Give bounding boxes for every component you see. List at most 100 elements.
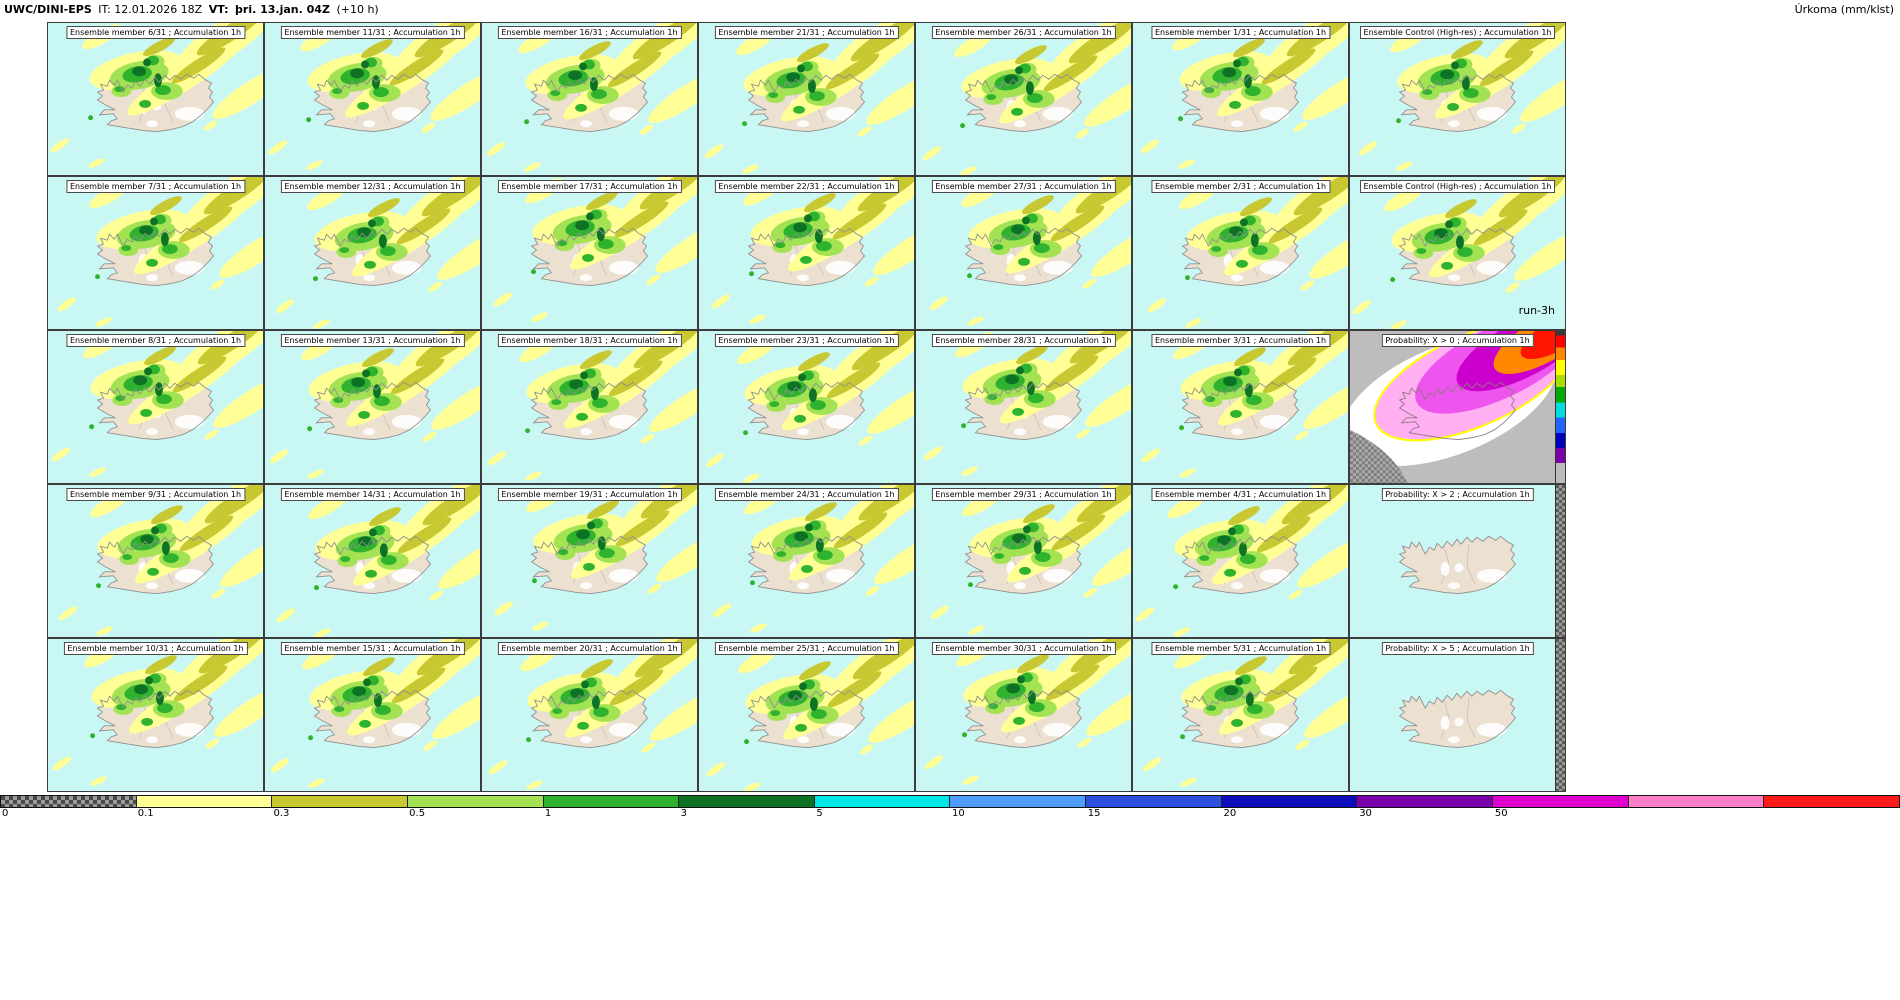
map-image: [482, 639, 697, 791]
map-image: [1133, 639, 1348, 791]
valid-time: þri. 13.jan. 04Z: [235, 3, 330, 16]
panel-title: Ensemble member 18/31 ; Accumulation 1h: [497, 334, 682, 347]
map-image: [916, 177, 1131, 329]
panel-title: Probability: X > 0 ; Accumulation 1h: [1381, 334, 1534, 347]
map-panel: Ensemble member 15/31 ; Accumulation 1h: [264, 638, 481, 792]
legend-segment: [679, 796, 815, 807]
map-image: [1133, 331, 1348, 483]
map-panel: Ensemble member 23/31 ; Accumulation 1h: [698, 330, 915, 484]
legend-label: 15: [1087, 808, 1101, 819]
map-panel: Ensemble member 25/31 ; Accumulation 1h: [698, 638, 915, 792]
legend-segment: [1493, 796, 1629, 807]
map-panel: Ensemble member 13/31 ; Accumulation 1h: [264, 330, 481, 484]
map-image: [265, 177, 480, 329]
panel-title: Ensemble member 14/31 ; Accumulation 1h: [280, 488, 465, 501]
map-image: [1133, 177, 1348, 329]
legend-segment: [1357, 796, 1494, 807]
panel-title: Ensemble member 5/31 ; Accumulation 1h: [1150, 642, 1331, 655]
legend: 0 0.1 0.3 0.5 1 3 5 10 15 20 30 50: [0, 795, 1900, 820]
unit-label: Úrkoma (mm/klst): [1794, 3, 1894, 16]
legend-label: 0.3: [273, 808, 290, 819]
panel-title: Ensemble member 21/31 ; Accumulation 1h: [714, 26, 899, 39]
header-info: UWC/DINI-EPS IT: 12.01.2026 18Z VT: þri.…: [4, 3, 382, 16]
panel-title: Ensemble member 4/31 ; Accumulation 1h: [1150, 488, 1331, 501]
legend-label: 10: [952, 808, 965, 819]
map-image: [1350, 331, 1565, 483]
valid-label: VT:: [208, 3, 229, 16]
map-panel: Ensemble member 16/31 ; Accumulation 1h: [481, 22, 698, 176]
panel-title: Ensemble member 29/31 ; Accumulation 1h: [931, 488, 1116, 501]
map-panel: Ensemble member 2/31 ; Accumulation 1h: [1132, 176, 1349, 330]
map-image: [265, 23, 480, 175]
legend-segment: [1764, 796, 1899, 807]
map-panel: Ensemble member 17/31 ; Accumulation 1h: [481, 176, 698, 330]
map-image: [1350, 639, 1565, 791]
map-panel: Ensemble member 21/31 ; Accumulation 1h: [698, 22, 915, 176]
legend-segment: [814, 796, 951, 807]
map-panel: Ensemble member 9/31 ; Accumulation 1h: [47, 484, 264, 638]
panel-title: Ensemble Control (High-res) ; Accumulati…: [1359, 26, 1556, 39]
map-panel: Ensemble member 26/31 ; Accumulation 1h: [915, 22, 1132, 176]
legend-segment: [1628, 796, 1765, 807]
panel-title: Ensemble member 25/31 ; Accumulation 1h: [714, 642, 899, 655]
legend-labels: 0 0.1 0.3 0.5 1 3 5 10 15 20 30 50: [0, 808, 1900, 820]
panel-title: Ensemble member 8/31 ; Accumulation 1h: [65, 334, 246, 347]
map-panel: Ensemble member 24/31 ; Accumulation 1h: [698, 484, 915, 638]
panel-title: Ensemble member 1/31 ; Accumulation 1h: [1150, 26, 1331, 39]
init-time: IT: 12.01.2026 18Z: [98, 3, 203, 16]
map-image: [1133, 485, 1348, 637]
map-panel: Ensemble member 22/31 ; Accumulation 1h: [698, 176, 915, 330]
map-image: [916, 485, 1131, 637]
map-image: [482, 177, 697, 329]
map-panel: Ensemble member 14/31 ; Accumulation 1h: [264, 484, 481, 638]
panel-title: Ensemble member 13/31 ; Accumulation 1h: [280, 334, 465, 347]
map-image: [1350, 177, 1565, 329]
panel-title: Probability: X > 5 ; Accumulation 1h: [1381, 642, 1534, 655]
map-image: [265, 331, 480, 483]
map-image: [699, 23, 914, 175]
panel-title: Ensemble member 17/31 ; Accumulation 1h: [497, 180, 682, 193]
map-image: [48, 331, 263, 483]
map-image: [699, 639, 914, 791]
map-panel: Probability: X > 5 ; Accumulation 1h: [1349, 638, 1566, 792]
map-image: [699, 177, 914, 329]
map-image: [265, 639, 480, 791]
map-image: [699, 331, 914, 483]
run-offset-label: run-3h: [1518, 304, 1555, 317]
map-panel: Ensemble member 7/31 ; Accumulation 1h: [47, 176, 264, 330]
map-image: [48, 177, 263, 329]
panel-title: Ensemble member 20/31 ; Accumulation 1h: [497, 642, 682, 655]
legend-segment: [272, 796, 408, 807]
map-image: [482, 23, 697, 175]
map-panel: Ensemble member 19/31 ; Accumulation 1h: [481, 484, 698, 638]
legend-label: 50: [1494, 808, 1508, 819]
legend-label: 30: [1359, 808, 1372, 819]
map-panel: Ensemble member 4/31 ; Accumulation 1h: [1132, 484, 1349, 638]
model-name: UWC/DINI-EPS: [4, 3, 92, 16]
map-image: [916, 23, 1131, 175]
map-image: [482, 485, 697, 637]
map-image: [48, 485, 263, 637]
legend-label: [1629, 808, 1765, 820]
panel-title: Ensemble member 27/31 ; Accumulation 1h: [931, 180, 1116, 193]
legend-segment: [1221, 796, 1358, 807]
legend-label: 1: [544, 808, 552, 819]
map-panel: Ensemble member 6/31 ; Accumulation 1h: [47, 22, 264, 176]
map-image: [1350, 23, 1565, 175]
map-image: [1133, 23, 1348, 175]
legend-segment: [1086, 796, 1222, 807]
map-panel: Ensemble member 27/31 ; Accumulation 1h: [915, 176, 1132, 330]
map-image: [482, 331, 697, 483]
panel-title: Ensemble Control (High-res) ; Accumulati…: [1359, 180, 1556, 193]
legend-segment: [950, 796, 1087, 807]
map-image: [916, 331, 1131, 483]
map-panel: Ensemble member 18/31 ; Accumulation 1h: [481, 330, 698, 484]
legend-label: 5: [816, 808, 823, 819]
legend-label: 3: [680, 808, 687, 819]
probability-colorbar: [1555, 331, 1565, 483]
map-image: [265, 485, 480, 637]
map-panel: Ensemble member 29/31 ; Accumulation 1h: [915, 484, 1132, 638]
map-panel: Probability: X > 2 ; Accumulation 1h: [1349, 484, 1566, 638]
panel-title: Ensemble member 24/31 ; Accumulation 1h: [714, 488, 899, 501]
map-panel: Ensemble member 1/31 ; Accumulation 1h: [1132, 22, 1349, 176]
